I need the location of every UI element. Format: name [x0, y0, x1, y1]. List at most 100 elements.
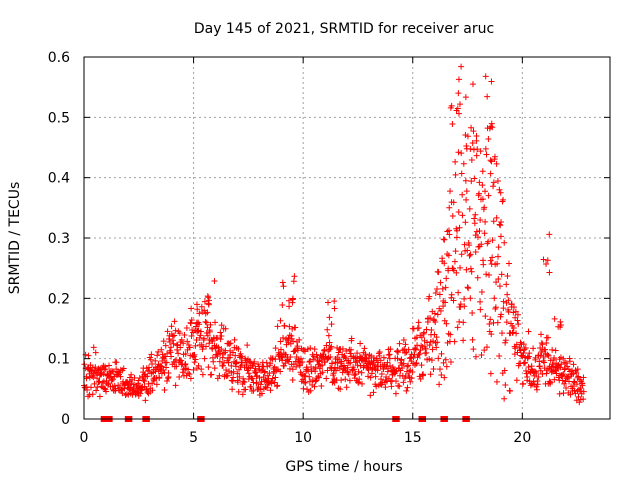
data-point	[249, 375, 256, 382]
data-point	[341, 362, 348, 369]
y-tick-label: 0.3	[48, 231, 70, 247]
data-point	[158, 363, 165, 370]
data-point	[172, 327, 179, 334]
data-point	[407, 378, 414, 385]
data-point	[148, 351, 155, 358]
data-point	[455, 76, 462, 83]
data-point	[285, 297, 292, 304]
data-point	[210, 358, 217, 365]
data-point	[460, 160, 467, 167]
data-point	[444, 228, 451, 235]
data-points	[81, 63, 587, 422]
y-tick-label: 0.5	[48, 110, 70, 126]
data-point	[352, 370, 359, 377]
data-point	[546, 269, 553, 276]
data-point	[533, 370, 540, 377]
data-point	[469, 336, 476, 343]
data-point	[402, 341, 409, 348]
data-point	[415, 319, 422, 326]
data-point	[157, 362, 164, 369]
data-point	[358, 356, 365, 363]
data-point	[485, 192, 492, 199]
data-point	[237, 354, 244, 361]
data-point	[483, 271, 490, 278]
data-point	[360, 362, 367, 369]
data-point	[473, 132, 480, 139]
data-point	[418, 342, 425, 349]
data-point	[503, 281, 510, 288]
data-point	[423, 349, 430, 356]
data-point	[490, 179, 497, 186]
data-point	[178, 336, 185, 343]
data-point	[365, 373, 372, 380]
chart-title: Day 145 of 2021, SRMTID for receiver aru…	[194, 21, 494, 37]
data-point	[158, 370, 165, 377]
data-point	[556, 390, 563, 397]
data-point	[235, 388, 242, 395]
data-point	[84, 387, 91, 394]
data-point	[452, 158, 459, 165]
data-point	[296, 336, 303, 343]
data-point	[362, 351, 369, 358]
data-point	[453, 234, 460, 241]
data-point	[470, 146, 477, 153]
y-tick-label: 0.6	[48, 50, 70, 66]
data-point	[203, 343, 210, 350]
data-point	[534, 381, 541, 388]
data-point	[94, 384, 101, 391]
data-point	[405, 346, 412, 353]
data-point	[576, 399, 583, 406]
data-point	[433, 344, 440, 351]
y-tick-label: 0.2	[48, 291, 70, 307]
data-point	[161, 387, 168, 394]
data-point	[553, 370, 560, 377]
data-point	[493, 160, 500, 167]
data-point	[469, 309, 476, 316]
data-point	[544, 351, 551, 358]
data-point	[438, 350, 445, 357]
data-point	[194, 320, 201, 327]
data-point	[168, 353, 175, 360]
data-point	[440, 359, 447, 366]
data-point	[163, 378, 170, 385]
data-point	[468, 268, 475, 275]
data-point	[484, 93, 491, 100]
data-point	[348, 335, 355, 342]
data-point	[162, 342, 169, 349]
data-point	[492, 304, 499, 311]
data-point	[176, 330, 183, 337]
data-point	[466, 205, 473, 212]
data-point	[457, 264, 464, 271]
data-point	[387, 346, 394, 353]
data-point	[514, 311, 521, 318]
data-point	[477, 306, 484, 313]
data-point	[436, 291, 443, 298]
data-point	[321, 346, 328, 353]
data-point	[149, 360, 156, 367]
data-point	[153, 381, 160, 388]
data-point	[83, 375, 90, 382]
data-point	[549, 346, 556, 353]
data-point	[476, 228, 483, 235]
data-point	[388, 383, 395, 390]
data-point	[206, 328, 213, 335]
data-point	[487, 157, 494, 164]
data-point	[91, 380, 98, 387]
data-point	[461, 303, 468, 310]
data-point	[477, 217, 484, 224]
data-point	[359, 380, 366, 387]
data-point	[482, 73, 489, 80]
data-point	[90, 374, 97, 381]
data-point	[435, 355, 442, 362]
data-point	[277, 338, 284, 345]
data-point	[541, 359, 548, 366]
data-point	[560, 355, 567, 362]
data-point	[476, 190, 483, 197]
data-point	[404, 363, 411, 370]
data-point	[432, 318, 439, 325]
data-point	[92, 364, 99, 371]
data-point	[492, 305, 499, 312]
axis-ticks: 0 5 10 15 20 0 0.1 0.2 0.3 0.4 0.5 0.6	[48, 50, 610, 446]
data-point	[435, 269, 442, 276]
data-point	[407, 354, 414, 361]
